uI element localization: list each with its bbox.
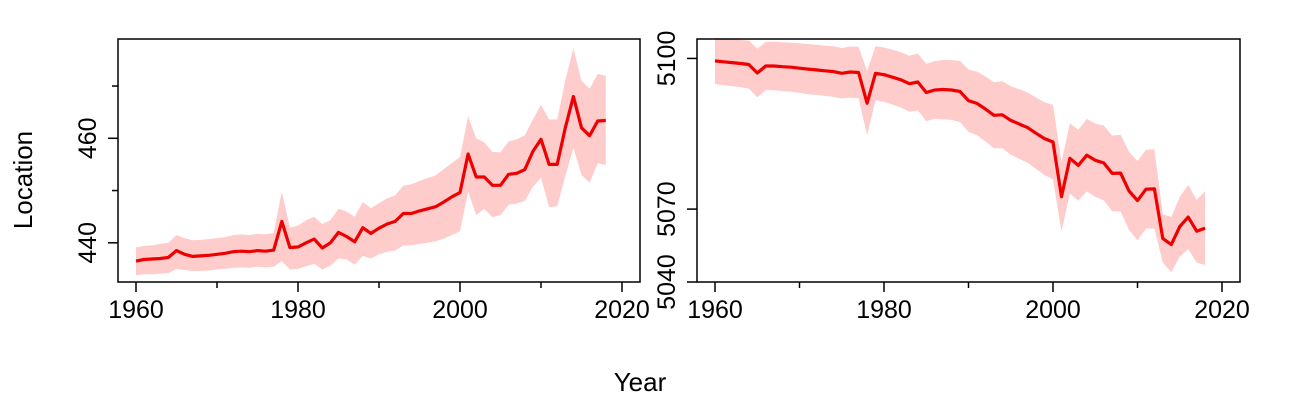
- left-panel: 1960 1980 2000 2020 440 460: [74, 38, 650, 324]
- y-tick-label: 460: [74, 117, 102, 159]
- y-axis-title: Location: [8, 131, 38, 229]
- x-tick-label: 2020: [594, 296, 650, 324]
- x-tick-label: 2000: [1025, 296, 1081, 324]
- x-axis-title: Year: [614, 367, 667, 397]
- y-tick-label: 440: [74, 222, 102, 264]
- y-tick-label: 5040: [653, 254, 681, 310]
- x-tick-label: 2020: [1194, 296, 1250, 324]
- x-tick-label: 2000: [432, 296, 488, 324]
- confidence-band: [715, 38, 1206, 273]
- series-line: [714, 59, 1206, 247]
- x-tick-label: 1960: [108, 296, 164, 324]
- x-tick-label: 1980: [270, 296, 326, 324]
- y-tick-label: 5070: [653, 181, 681, 237]
- y-tick-label: 5100: [653, 31, 681, 87]
- x-tick-label: 1980: [856, 296, 912, 324]
- right-panel: 1960 1980 2000 2020 5040 5070 5100: [653, 31, 1250, 324]
- confidence-band: [136, 48, 606, 276]
- x-tick-label: 1960: [687, 296, 743, 324]
- series-line: [135, 94, 606, 263]
